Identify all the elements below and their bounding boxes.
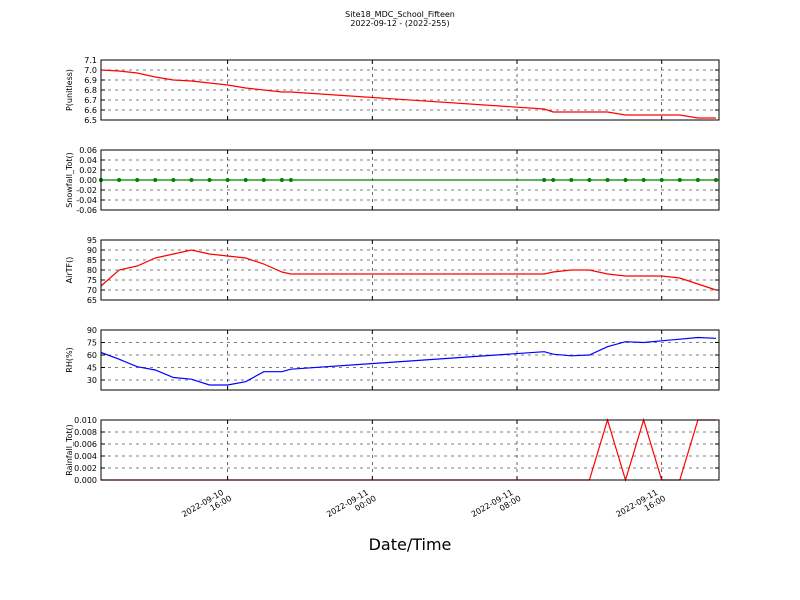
y-tick-label: 90 <box>87 246 97 255</box>
data-point <box>279 178 284 182</box>
y-tick-label: 0.006 <box>74 440 97 449</box>
y-tick-label: 0.002 <box>74 464 97 473</box>
x-tick-label: 2022-09-1108:00 <box>470 486 523 527</box>
data-point <box>587 178 592 182</box>
y-axis-label: AirTF() <box>65 257 74 284</box>
data-point <box>605 178 610 182</box>
chart-subtitle: 2022-09-12 - (2022-255) <box>350 19 449 28</box>
data-point <box>713 178 718 182</box>
y-tick-label: 7.0 <box>84 66 97 75</box>
x-tick-label: 2022-09-1100:00 <box>325 486 378 527</box>
data-point <box>117 178 122 182</box>
data-point <box>153 178 158 182</box>
y-tick-label: 65 <box>87 296 97 305</box>
data-line <box>100 69 716 119</box>
y-tick-label: 85 <box>87 256 97 265</box>
data-line <box>100 249 717 291</box>
plot-frame <box>100 419 720 481</box>
data-point <box>261 178 266 182</box>
data-line <box>100 336 717 386</box>
data-point <box>288 178 293 182</box>
data-point <box>695 178 700 182</box>
data-line <box>101 417 716 483</box>
y-axis-label: P(unitless) <box>65 69 74 111</box>
y-tick-label: 95 <box>87 236 97 245</box>
y-tick-label: 90 <box>87 326 97 335</box>
y-tick-label: 0.02 <box>79 166 97 175</box>
y-tick-label: 0.010 <box>74 416 97 425</box>
y-tick-label: 30 <box>87 376 97 385</box>
y-tick-label: 75 <box>87 339 97 348</box>
plot-frame <box>100 239 720 301</box>
data-point <box>569 178 574 182</box>
plot-frame <box>100 59 720 121</box>
y-tick-label: -0.04 <box>76 196 97 205</box>
y-tick-label: -0.06 <box>76 206 97 215</box>
y-tick-label: 45 <box>87 364 97 373</box>
plot-frame <box>100 149 720 211</box>
y-tick-label: 0.00 <box>79 176 97 185</box>
y-tick-label: 70 <box>87 286 97 295</box>
y-tick-label: 6.8 <box>84 86 97 95</box>
data-point <box>677 178 682 182</box>
x-axis-label: Date/Time <box>369 535 452 554</box>
y-tick-label: 0.04 <box>79 156 97 165</box>
data-point <box>135 178 140 182</box>
y-tick-label: 75 <box>87 276 97 285</box>
y-tick-label: 60 <box>87 351 97 360</box>
y-tick-label: 80 <box>87 266 97 275</box>
data-point <box>189 178 194 182</box>
chart-title: Site18_MDC_School_Fifteen <box>345 10 455 19</box>
y-tick-label: 7.1 <box>84 56 97 65</box>
y-tick-label: 6.6 <box>84 106 97 115</box>
data-point <box>171 178 176 182</box>
y-tick-label: 6.5 <box>84 116 97 125</box>
data-point <box>551 178 556 182</box>
y-tick-label: 6.7 <box>84 96 97 105</box>
plot-frame <box>100 329 720 391</box>
y-axis-label: Snowfall_Tot() <box>65 152 74 208</box>
y-tick-label: 0.004 <box>74 452 97 461</box>
data-point <box>659 178 664 182</box>
y-axis-label: RH(%) <box>65 347 74 372</box>
y-tick-label: 0.000 <box>74 476 97 485</box>
data-point <box>225 178 230 182</box>
y-axis-label: Rainfall_Tot() <box>65 424 74 476</box>
x-tick-label: 2022-09-1116:00 <box>614 486 667 527</box>
data-point <box>623 178 628 182</box>
y-tick-label: 6.9 <box>84 76 97 85</box>
x-tick-label: 2022-09-1016:00 <box>180 486 233 527</box>
y-tick-label: 0.06 <box>79 146 97 155</box>
data-point <box>207 178 212 182</box>
data-point <box>542 178 547 182</box>
y-tick-label: -0.02 <box>76 186 97 195</box>
y-tick-label: 0.008 <box>74 428 97 437</box>
data-point <box>243 178 248 182</box>
data-point <box>641 178 646 182</box>
